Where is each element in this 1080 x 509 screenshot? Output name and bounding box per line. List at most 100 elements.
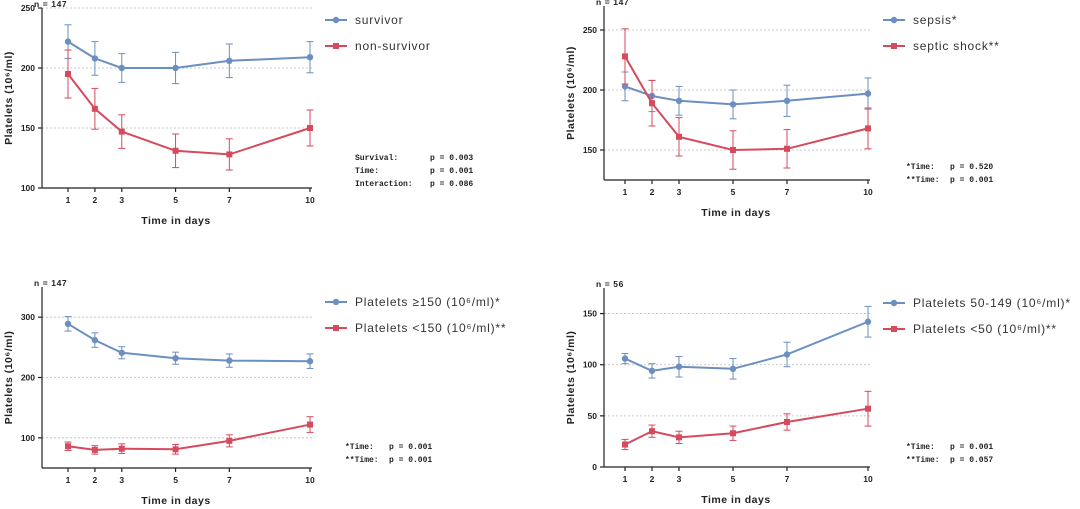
x-tick-label: 5: [731, 187, 736, 197]
data-point: [306, 54, 314, 61]
data-point: [64, 320, 72, 328]
x-tick-label: 3: [119, 475, 124, 485]
data-point: [729, 365, 737, 373]
stat-label: Interaction:: [355, 180, 413, 189]
y-axis-label: Platelets (10⁶/ml): [3, 51, 15, 145]
x-tick-label: 2: [93, 475, 98, 485]
data-point: [118, 445, 125, 452]
data-point: [676, 133, 682, 140]
data-point: [783, 97, 791, 105]
data-point: [730, 147, 736, 153]
legend-entry: Platelets <150 (10⁶/ml)**: [325, 321, 506, 335]
series-2: [621, 390, 872, 451]
x-tick-label: 10: [863, 187, 873, 197]
data-point: [226, 57, 233, 64]
x-tick-label: 7: [785, 187, 790, 197]
series-line: [67, 73, 311, 156]
x-tick-label: 7: [785, 474, 790, 484]
data-point: [676, 434, 682, 441]
data-point: [91, 105, 98, 112]
legend-label: Platelets <150 (10⁶/ml)**: [355, 321, 506, 335]
y-tick-label: 0: [592, 462, 597, 472]
chart-panel-2: 150 200 250 1 2 3 5 7 10 Time in days Platelets (1…: [565, 0, 1000, 219]
x-tick-label: 1: [623, 474, 628, 484]
legend-entry: survivor: [325, 13, 403, 27]
data-point: [648, 367, 656, 375]
x-tick-label: 3: [677, 474, 682, 484]
stat-label: **Time:: [906, 176, 940, 185]
y-tick-label: 100: [21, 183, 35, 193]
x-tick-label: 1: [623, 187, 628, 197]
x-axis-label: Time in days: [701, 207, 770, 219]
data-point: [783, 351, 791, 358]
series-line: [624, 407, 869, 446]
data-point: [64, 38, 72, 45]
y-tick-label: 200: [583, 85, 597, 95]
y-tick-label: 50: [588, 411, 598, 421]
legend-marker: [332, 298, 340, 306]
data-point: [65, 71, 71, 77]
data-point: [865, 125, 871, 132]
legend-entry: Platelets ≥150 (10⁶/ml)*: [325, 295, 500, 309]
data-point: [622, 441, 628, 448]
data-point: [729, 101, 737, 108]
data-point: [91, 55, 99, 62]
x-tick-label: 5: [173, 195, 178, 205]
data-point: [307, 421, 313, 428]
data-point: [91, 336, 99, 344]
legend-label: septic shock**: [913, 39, 1000, 53]
y-axis-label: Platelets (10⁶/ml): [3, 331, 15, 425]
legend-label: Platelets 50-149 (10⁶/ml)*: [913, 296, 1071, 310]
stat-label: *Time:: [906, 443, 935, 452]
data-point: [226, 357, 233, 364]
legend-label: survivor: [355, 13, 403, 27]
data-point: [622, 53, 628, 60]
x-tick-label: 2: [650, 187, 655, 197]
data-point: [649, 428, 655, 435]
series-1: [64, 24, 314, 85]
stat-label: Time:: [355, 167, 379, 176]
legend-marker: [333, 325, 339, 331]
x-tick-label: 3: [119, 195, 124, 205]
series-line: [624, 85, 869, 106]
sample-size-label: n = 147: [34, 0, 67, 9]
x-tick-label: 10: [305, 475, 315, 485]
legend-entry: septic shock**: [883, 39, 1000, 53]
series-2: [64, 416, 314, 455]
stat-value: p = 0.003: [430, 154, 473, 163]
y-tick-label: 100: [21, 433, 35, 443]
data-point: [65, 443, 71, 450]
legend-marker: [891, 43, 897, 49]
legend-entry: Platelets 50-149 (10⁶/ml)*: [883, 296, 1071, 310]
stat-value: p = 0.057: [950, 456, 993, 465]
chart-panel-4: 0 50 100 150 1 2 3 5 7 10 Time in days Platelets (1…: [565, 279, 1071, 506]
data-point: [118, 64, 125, 72]
y-tick-label: 200: [21, 373, 35, 383]
y-tick-label: 100: [583, 360, 597, 370]
y-axis-label: Platelets (10⁶/ml): [565, 331, 577, 425]
stat-label: *Time:: [345, 443, 374, 452]
x-tick-label: 2: [93, 195, 98, 205]
stat-value: p = 0.001: [389, 443, 432, 452]
series-line: [67, 40, 311, 69]
data-point: [172, 147, 179, 154]
series-line: [624, 55, 869, 152]
y-tick-label: 150: [583, 145, 597, 155]
series-1: [64, 316, 314, 369]
series-line: [624, 320, 869, 372]
stat-value: p = 0.086: [430, 180, 473, 189]
stat-label: Survival:: [355, 154, 398, 163]
x-axis-label: Time in days: [701, 494, 770, 506]
data-point: [784, 418, 790, 425]
sample-size-label: n = 147: [34, 278, 67, 288]
data-point: [864, 90, 872, 97]
legend-entry: non-survivor: [325, 39, 430, 53]
legend-label: Platelets ≥150 (10⁶/ml)*: [355, 295, 500, 309]
chart-panel-1: 100 150 200 250 1 2 3 5 7 10 Time in days Platelets…: [3, 0, 473, 227]
x-tick-label: 7: [227, 195, 232, 205]
stat-label: *Time:: [906, 163, 935, 172]
legend-marker: [891, 326, 897, 332]
legend-marker: [890, 299, 898, 307]
data-point: [621, 355, 629, 362]
